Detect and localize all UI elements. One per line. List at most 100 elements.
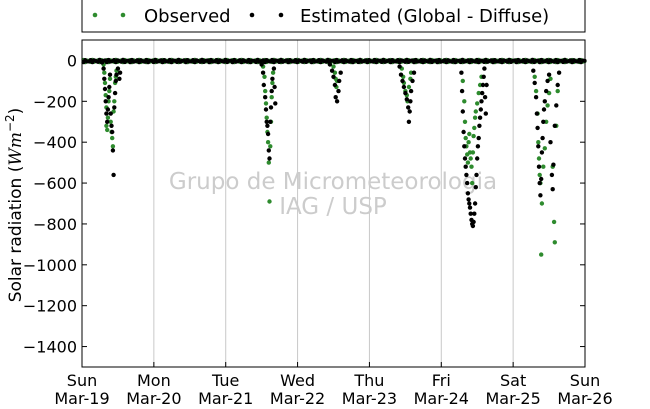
estimated-point-107 <box>539 176 544 182</box>
observed-point-7 <box>105 115 111 120</box>
estimated-point-85 <box>475 144 481 149</box>
estimated-point-114 <box>545 78 550 84</box>
y-axis-label: Solar radiation (Wm−2) <box>3 108 26 303</box>
observed-point-65 <box>473 109 478 114</box>
estimated-point-63 <box>459 88 465 94</box>
estimated-point-59 <box>408 88 414 94</box>
estimated-point-60 <box>410 78 415 84</box>
observed-point-31 <box>269 95 274 100</box>
estimated-point-57 <box>407 109 412 114</box>
estimated-point-51 <box>400 78 405 84</box>
observed-point-77 <box>539 252 544 257</box>
legend-estimated-marker-a <box>249 12 255 18</box>
x-tick-day-label-0: Sun <box>67 371 97 390</box>
estimated-point-62 <box>459 70 464 75</box>
x-tick-date-label-0: Mar-19 <box>54 389 109 408</box>
x-tick-day-label-6: Sat <box>500 371 526 390</box>
observed-point-82 <box>545 103 550 108</box>
estimated-point-39 <box>273 101 278 106</box>
legend-frame <box>81 0 586 33</box>
estimated-point-43 <box>332 82 338 88</box>
estimated-point-13 <box>110 129 115 135</box>
estimated-point-104 <box>536 164 542 169</box>
observed-point-13 <box>110 135 115 141</box>
estimated-point-97 <box>484 82 489 88</box>
observed-point-34 <box>331 64 336 69</box>
observed-point-5 <box>104 123 109 128</box>
estimated-point-20 <box>115 66 121 71</box>
y-axis-label-close: ) <box>6 108 26 115</box>
estimated-point-88 <box>477 115 483 120</box>
observed-point-50 <box>462 119 468 125</box>
estimated-point-52 <box>401 84 407 90</box>
estimated-point-86 <box>476 135 481 141</box>
estimated-point-34 <box>268 105 274 110</box>
estimated-point-123 <box>556 70 562 75</box>
estimated-point-28 <box>264 119 269 125</box>
estimated-point-17 <box>112 90 118 96</box>
estimated-point-67 <box>462 156 468 161</box>
estimated-point-30 <box>265 131 271 137</box>
observed-point-45 <box>406 84 412 90</box>
estimated-point-99 <box>532 80 537 86</box>
estimated-point-31 <box>266 148 271 153</box>
estimated-point-7 <box>105 107 111 112</box>
watermark-line-1: Grupo de Micrometeorologia <box>169 169 497 195</box>
observed-point-2 <box>102 80 108 86</box>
y-tick-label-0: 0 <box>67 51 77 70</box>
estimated-point-111 <box>541 107 547 112</box>
observed-point-64 <box>472 115 478 120</box>
x-tick-day-label-2: Tue <box>211 371 239 390</box>
estimated-point-73 <box>467 201 472 206</box>
estimated-point-110 <box>541 119 546 125</box>
estimated-point-33 <box>268 119 273 125</box>
observed-point-27 <box>266 160 271 165</box>
observed-point-1 <box>102 70 107 75</box>
grid-lines <box>153 40 514 367</box>
estimated-point-48 <box>338 70 343 75</box>
estimated-point-1 <box>101 66 106 71</box>
observed-point-86 <box>551 219 557 225</box>
observed-point-62 <box>471 133 476 139</box>
estimated-point-109 <box>540 135 545 141</box>
estimated-point-102 <box>535 125 540 131</box>
estimated-point-90 <box>479 99 484 104</box>
estimated-point-72 <box>466 197 471 202</box>
y-tick-label-4: −800 <box>33 215 77 234</box>
observed-point-67 <box>476 90 481 96</box>
observed-point-10 <box>107 76 113 82</box>
estimated-point-21 <box>117 76 122 82</box>
observed-point-26 <box>265 140 271 145</box>
plot-area <box>82 40 585 367</box>
estimated-point-29 <box>265 123 270 128</box>
observed-point-75 <box>537 172 542 178</box>
estimated-point-117 <box>549 172 555 178</box>
estimated-point-66 <box>462 144 467 149</box>
estimated-point-98 <box>531 68 536 73</box>
observed-point-70 <box>532 74 537 80</box>
estimated-point-105 <box>537 180 542 186</box>
estimated-point-53 <box>403 90 408 96</box>
estimated-point-61 <box>411 70 417 75</box>
estimated-point-103 <box>536 144 541 149</box>
estimated-point-95 <box>482 95 488 100</box>
estimated-point-47 <box>337 78 342 84</box>
estimated-point-22 <box>117 70 123 75</box>
y-tick-label-7: −1400 <box>23 338 77 357</box>
estimated-point-45 <box>334 99 340 104</box>
estimated-point-118 <box>550 187 555 192</box>
estimated-point-38 <box>272 84 277 90</box>
observed-point-61 <box>470 150 476 155</box>
estimated-point-96 <box>483 111 488 116</box>
legend-observed-marker-a <box>92 12 98 18</box>
estimated-point-14 <box>110 148 116 153</box>
legend: Observed Estimated (Global - Diffuse) <box>81 0 586 33</box>
estimated-point-36 <box>270 76 275 82</box>
legend-estimated-label: Estimated (Global - Diffuse) <box>300 6 549 27</box>
observed-point-63 <box>472 125 477 131</box>
estimated-point-83 <box>474 172 479 178</box>
observed-point-87 <box>552 240 557 245</box>
observed-point-16 <box>112 99 117 104</box>
y-axis-label-text: Solar radiation ( <box>6 166 26 303</box>
